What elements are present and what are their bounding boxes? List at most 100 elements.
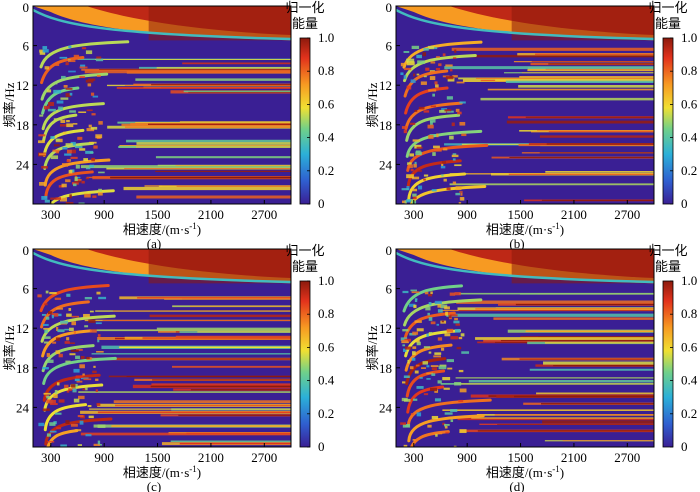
- speckle-cell: [68, 60, 76, 63]
- speckle-cell: [47, 440, 55, 443]
- speckle-cell: [78, 395, 85, 400]
- speckle-cell: [73, 398, 80, 403]
- speckle-cell: [47, 359, 54, 363]
- speckle-cell: [66, 337, 70, 341]
- speckle-cell: [55, 337, 61, 341]
- speckle-cell: [427, 294, 433, 297]
- speckle-cell: [413, 304, 417, 309]
- speckle-cell: [69, 92, 73, 96]
- speckle-cell: [95, 134, 103, 139]
- mode-branch: [43, 383, 104, 412]
- mode-branch: [404, 343, 453, 372]
- x-tick-label: 2100: [561, 450, 587, 465]
- mode-branch: [402, 284, 463, 313]
- speckle-cell: [428, 302, 432, 306]
- speckle-cell: [400, 422, 407, 425]
- mode-branch: [405, 113, 461, 142]
- speckle-cell: [79, 76, 86, 78]
- speckle-cell: [403, 75, 407, 80]
- speckle-cell: [418, 106, 425, 110]
- speckle-cell: [79, 148, 86, 151]
- speckle-cell: [434, 81, 438, 85]
- speckle-cell: [428, 45, 435, 50]
- colorbar-tick-label: 0: [681, 439, 688, 454]
- speckle-cell: [44, 199, 50, 203]
- speckle-cell: [74, 145, 83, 149]
- speckle-cell: [437, 309, 443, 313]
- speckle-cell: [423, 346, 431, 349]
- speckle-cell: [411, 291, 420, 294]
- colorbar-tick-label: 0.6: [318, 339, 335, 354]
- speckle-cell: [69, 353, 76, 356]
- energy-band-top-peak: [511, 6, 654, 41]
- mode-branch: [407, 414, 485, 443]
- speckle-cell: [55, 350, 61, 355]
- speckle-cell: [455, 192, 461, 196]
- y-tick-label: 0: [23, 243, 30, 258]
- speckle-cell: [89, 310, 94, 313]
- speckle-cell: [61, 75, 66, 79]
- speckle-cell: [61, 163, 69, 167]
- speckle-cell: [89, 329, 97, 333]
- speckle-cell: [411, 357, 416, 361]
- speckle-cell: [89, 151, 94, 154]
- speckle-cell: [419, 377, 423, 379]
- speckle-cell: [97, 334, 101, 337]
- speckle-cell: [86, 128, 95, 132]
- speckle-cell: [401, 341, 409, 344]
- speckle-cell: [406, 174, 414, 179]
- speckle-cell: [428, 351, 432, 354]
- x-tick-label: 900: [457, 450, 477, 465]
- x-tick-label: 900: [94, 450, 114, 465]
- speckle-cell: [414, 161, 417, 165]
- speckle-cell: [404, 398, 411, 402]
- speckle-cell: [65, 202, 74, 204]
- speckle-cell: [450, 419, 454, 423]
- speckle-cell: [74, 378, 80, 382]
- speckle-cell: [81, 180, 85, 184]
- y-tick-label: 6: [386, 39, 393, 54]
- speckle-cell: [440, 347, 445, 351]
- x-tick-label: 300: [41, 450, 61, 465]
- speckle-cell: [408, 303, 416, 307]
- colorbar-tick-label: 0.6: [318, 96, 335, 111]
- speckle-cell: [75, 164, 80, 169]
- x-tick-label: 900: [94, 207, 114, 222]
- speckle-cell: [402, 200, 405, 204]
- speckle-cell: [412, 331, 419, 335]
- speckle-cell: [447, 110, 454, 113]
- speckle-cell: [75, 355, 80, 360]
- mode-branch: [43, 141, 95, 170]
- speckle-cell: [403, 129, 408, 134]
- speckle-cell: [56, 100, 64, 104]
- speckle-cell: [430, 105, 436, 108]
- speckle-cell: [48, 102, 55, 106]
- speckle-cell: [415, 298, 418, 301]
- x-tick-label: 900: [457, 207, 477, 222]
- speckle-cell: [61, 183, 67, 188]
- speckle-cell: [55, 412, 62, 415]
- y-tick-label: 18: [16, 118, 29, 133]
- speckle-cell: [70, 141, 76, 146]
- speckle-cell: [70, 384, 76, 388]
- speckle-cell: [88, 124, 92, 128]
- colorbar-title-line2: 能量: [292, 16, 318, 31]
- speckle-cell: [413, 163, 417, 168]
- speckle-cell: [436, 323, 439, 326]
- speckle-cell: [437, 337, 443, 341]
- colorbar-title-line1: 归一化: [285, 243, 324, 258]
- speckle-cell: [446, 328, 454, 333]
- speckle-cell: [430, 365, 439, 367]
- colorbar-tick-label: 1.0: [318, 30, 334, 45]
- x-tick-label: 2700: [251, 450, 277, 465]
- speckle-cell: [60, 444, 67, 447]
- speckle-cell: [56, 307, 63, 310]
- speckle-cell: [44, 66, 49, 70]
- speckle-cell: [76, 380, 83, 383]
- speckle-cell: [72, 388, 77, 393]
- speckle-cell: [434, 432, 443, 435]
- speckle-cell: [79, 420, 84, 425]
- speckle-cell: [78, 111, 87, 114]
- speckle-cell: [41, 196, 48, 200]
